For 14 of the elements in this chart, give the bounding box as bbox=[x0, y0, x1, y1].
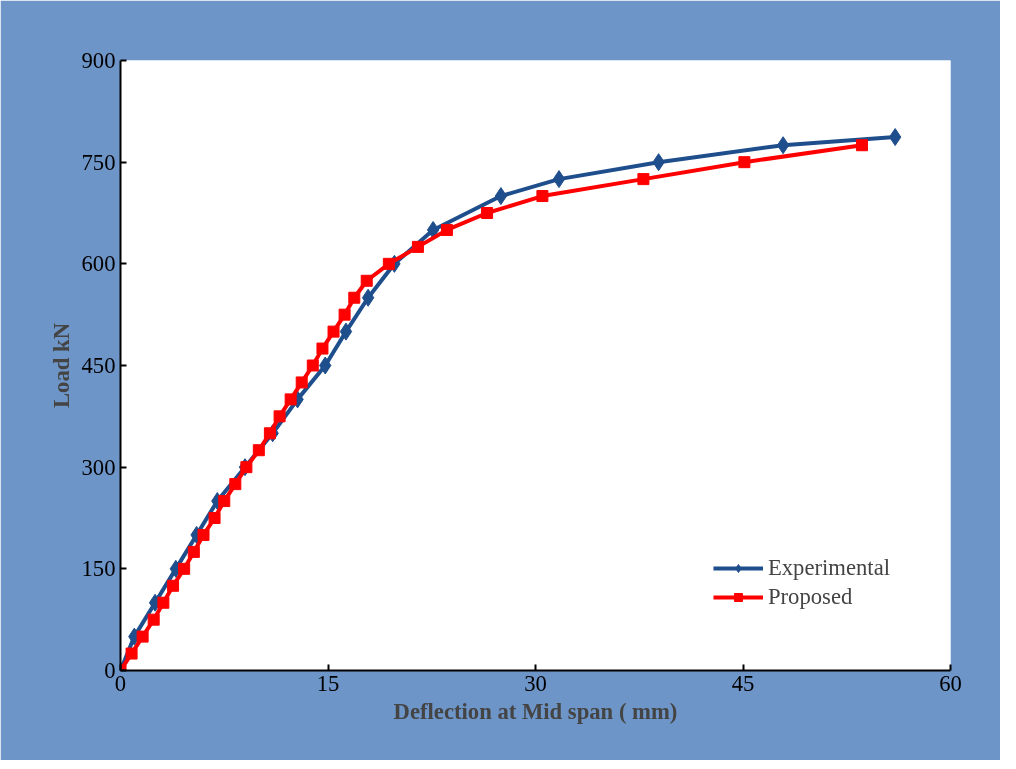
y-tick-label: 150 bbox=[81, 556, 116, 582]
y-tick-label: 450 bbox=[81, 353, 116, 378]
legend-label: Experimental bbox=[767, 555, 890, 581]
y-tick-label: 900 bbox=[81, 48, 116, 73]
y-tick-label: 600 bbox=[81, 251, 116, 277]
legend-label: Proposed bbox=[767, 584, 853, 610]
x-axis-title: Deflection at Mid span ( mm) bbox=[393, 698, 678, 724]
x-tick-label: 15 bbox=[316, 670, 340, 696]
x-tick-label: 45 bbox=[731, 670, 755, 696]
y-tick-label: 750 bbox=[81, 149, 116, 175]
y-axis-title: Load kN bbox=[48, 322, 74, 408]
y-tick-label: 300 bbox=[81, 454, 116, 480]
x-tick-label: 30 bbox=[524, 670, 547, 696]
x-tick-label: 60 bbox=[939, 670, 962, 696]
